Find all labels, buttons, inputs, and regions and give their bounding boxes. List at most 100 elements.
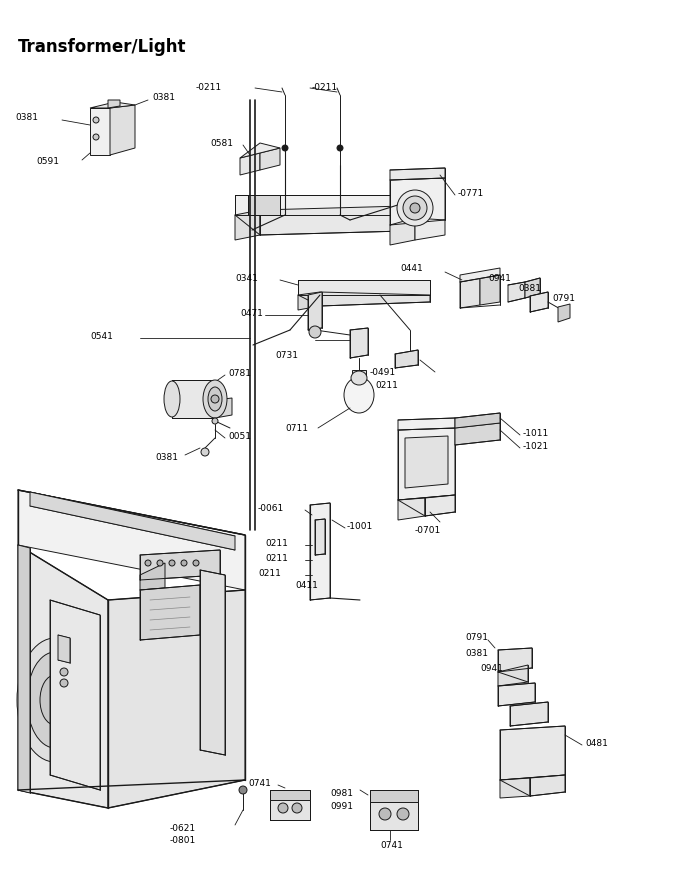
Ellipse shape xyxy=(17,638,93,762)
Polygon shape xyxy=(455,413,500,428)
Polygon shape xyxy=(415,218,445,240)
Polygon shape xyxy=(50,600,100,790)
Polygon shape xyxy=(248,195,280,215)
Text: 0741: 0741 xyxy=(380,841,403,849)
Polygon shape xyxy=(235,195,420,215)
Text: -0211: -0211 xyxy=(196,83,222,91)
Polygon shape xyxy=(200,570,225,755)
Polygon shape xyxy=(315,519,325,555)
Polygon shape xyxy=(398,498,425,520)
Text: 0211: 0211 xyxy=(375,381,398,389)
Polygon shape xyxy=(310,503,330,600)
Polygon shape xyxy=(370,790,418,802)
Text: -1011: -1011 xyxy=(523,429,549,437)
Ellipse shape xyxy=(40,675,70,725)
Text: 0411: 0411 xyxy=(295,580,318,590)
Polygon shape xyxy=(398,418,455,430)
Polygon shape xyxy=(425,495,455,516)
Polygon shape xyxy=(140,550,220,580)
Polygon shape xyxy=(508,282,525,302)
Polygon shape xyxy=(298,292,320,310)
Text: 0741: 0741 xyxy=(248,779,271,787)
Circle shape xyxy=(93,134,99,140)
Polygon shape xyxy=(270,790,310,820)
Polygon shape xyxy=(172,380,215,418)
Text: 0211: 0211 xyxy=(265,538,288,548)
Polygon shape xyxy=(398,428,455,500)
Polygon shape xyxy=(320,292,430,306)
Polygon shape xyxy=(460,278,480,308)
Polygon shape xyxy=(405,436,448,488)
Polygon shape xyxy=(140,585,200,640)
Circle shape xyxy=(278,803,288,813)
Circle shape xyxy=(211,395,219,403)
Circle shape xyxy=(282,145,288,151)
Text: 0981: 0981 xyxy=(330,788,353,798)
Text: 0051: 0051 xyxy=(228,431,251,441)
Circle shape xyxy=(93,117,99,123)
Polygon shape xyxy=(260,148,280,170)
Ellipse shape xyxy=(27,652,83,748)
Text: 0381: 0381 xyxy=(15,113,38,123)
Text: -0491: -0491 xyxy=(370,368,396,376)
Polygon shape xyxy=(390,168,445,180)
Text: 0381: 0381 xyxy=(465,649,488,658)
Circle shape xyxy=(337,145,343,151)
Text: 0541: 0541 xyxy=(90,332,113,341)
Polygon shape xyxy=(30,492,235,550)
Text: 0791: 0791 xyxy=(552,294,575,302)
Text: -0621: -0621 xyxy=(170,823,196,833)
Polygon shape xyxy=(558,304,570,322)
Text: 0711: 0711 xyxy=(285,423,308,433)
Polygon shape xyxy=(90,108,110,155)
Text: 0781: 0781 xyxy=(228,368,251,377)
Circle shape xyxy=(379,808,391,820)
Text: -0211: -0211 xyxy=(312,83,338,91)
Polygon shape xyxy=(18,545,30,793)
Polygon shape xyxy=(530,775,565,796)
Polygon shape xyxy=(352,370,366,378)
Text: 0591: 0591 xyxy=(36,158,59,166)
Polygon shape xyxy=(498,648,532,672)
Text: 0481: 0481 xyxy=(585,739,608,747)
Circle shape xyxy=(60,668,68,676)
Ellipse shape xyxy=(164,381,180,417)
Text: 0211: 0211 xyxy=(258,569,281,577)
Text: 0441: 0441 xyxy=(400,264,423,273)
Text: 0381: 0381 xyxy=(155,453,178,462)
Polygon shape xyxy=(390,178,445,225)
Polygon shape xyxy=(298,280,430,295)
Polygon shape xyxy=(525,278,540,298)
Polygon shape xyxy=(498,683,535,706)
Text: -1021: -1021 xyxy=(523,442,549,450)
Polygon shape xyxy=(390,218,415,245)
Polygon shape xyxy=(240,143,280,158)
Circle shape xyxy=(201,448,209,456)
Polygon shape xyxy=(308,292,322,330)
Polygon shape xyxy=(140,563,165,590)
Polygon shape xyxy=(18,490,245,590)
Text: 0941: 0941 xyxy=(488,273,511,282)
Polygon shape xyxy=(215,398,232,418)
Ellipse shape xyxy=(351,371,367,385)
Polygon shape xyxy=(350,328,368,358)
Polygon shape xyxy=(18,545,108,808)
Polygon shape xyxy=(460,268,500,282)
Polygon shape xyxy=(530,292,548,312)
Text: 0991: 0991 xyxy=(330,801,353,811)
Polygon shape xyxy=(108,590,245,808)
Circle shape xyxy=(169,560,175,566)
Circle shape xyxy=(292,803,302,813)
Circle shape xyxy=(309,326,321,338)
Text: 0941: 0941 xyxy=(480,664,503,672)
Text: 0791: 0791 xyxy=(465,632,488,642)
Circle shape xyxy=(239,786,247,794)
Polygon shape xyxy=(110,105,135,155)
Polygon shape xyxy=(395,350,418,368)
Text: 0341: 0341 xyxy=(235,273,258,282)
Text: 0581: 0581 xyxy=(210,138,233,147)
Ellipse shape xyxy=(403,196,427,220)
Polygon shape xyxy=(235,210,260,240)
Polygon shape xyxy=(240,153,260,175)
Polygon shape xyxy=(500,726,565,780)
